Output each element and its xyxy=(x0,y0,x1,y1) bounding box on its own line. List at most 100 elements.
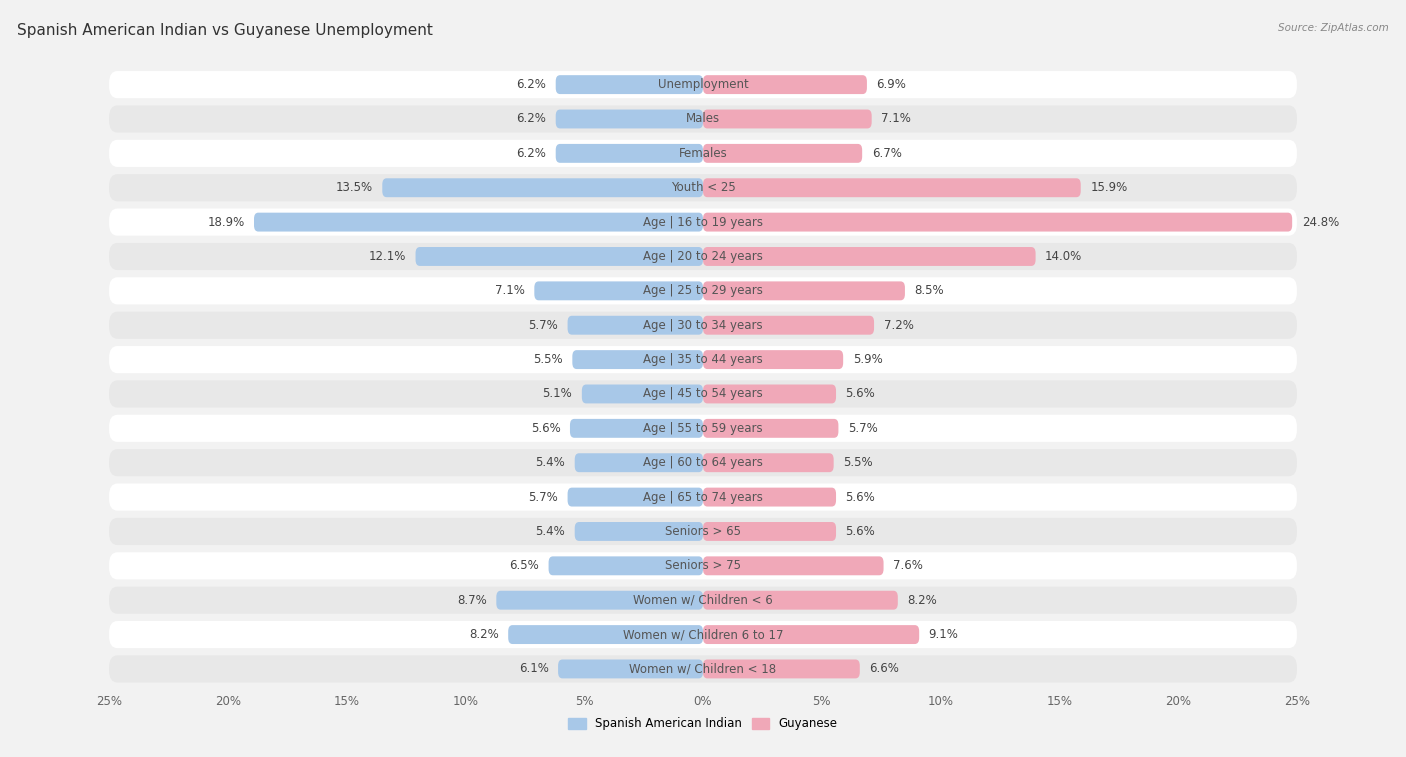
Text: 20%: 20% xyxy=(1166,695,1191,708)
FancyBboxPatch shape xyxy=(703,590,898,609)
Text: 5%: 5% xyxy=(813,695,831,708)
FancyBboxPatch shape xyxy=(703,75,868,94)
Text: Age | 55 to 59 years: Age | 55 to 59 years xyxy=(643,422,763,435)
Text: 5.4%: 5.4% xyxy=(536,456,565,469)
Text: 5.1%: 5.1% xyxy=(543,388,572,400)
FancyBboxPatch shape xyxy=(703,488,837,506)
FancyBboxPatch shape xyxy=(703,556,883,575)
FancyBboxPatch shape xyxy=(110,656,1296,683)
Text: Seniors > 75: Seniors > 75 xyxy=(665,559,741,572)
Legend: Spanish American Indian, Guyanese: Spanish American Indian, Guyanese xyxy=(564,712,842,735)
FancyBboxPatch shape xyxy=(110,140,1296,167)
FancyBboxPatch shape xyxy=(555,75,703,94)
Text: 6.5%: 6.5% xyxy=(509,559,538,572)
FancyBboxPatch shape xyxy=(416,247,703,266)
Text: Youth < 25: Youth < 25 xyxy=(671,181,735,195)
FancyBboxPatch shape xyxy=(555,144,703,163)
FancyBboxPatch shape xyxy=(703,179,1081,197)
FancyBboxPatch shape xyxy=(382,179,703,197)
Text: 5.7%: 5.7% xyxy=(529,319,558,332)
Text: Seniors > 65: Seniors > 65 xyxy=(665,525,741,538)
Text: 20%: 20% xyxy=(215,695,240,708)
Text: Women w/ Children < 18: Women w/ Children < 18 xyxy=(630,662,776,675)
FancyBboxPatch shape xyxy=(110,449,1296,476)
Text: Age | 45 to 54 years: Age | 45 to 54 years xyxy=(643,388,763,400)
Text: 5.6%: 5.6% xyxy=(845,491,876,503)
Text: 8.2%: 8.2% xyxy=(907,593,936,606)
Text: 7.1%: 7.1% xyxy=(882,113,911,126)
FancyBboxPatch shape xyxy=(703,110,872,129)
FancyBboxPatch shape xyxy=(496,590,703,609)
FancyBboxPatch shape xyxy=(110,346,1296,373)
Text: 12.1%: 12.1% xyxy=(368,250,406,263)
FancyBboxPatch shape xyxy=(703,453,834,472)
Text: 6.2%: 6.2% xyxy=(516,147,546,160)
FancyBboxPatch shape xyxy=(558,659,703,678)
Text: Age | 30 to 34 years: Age | 30 to 34 years xyxy=(643,319,763,332)
Text: 25%: 25% xyxy=(1284,695,1310,708)
Text: 24.8%: 24.8% xyxy=(1302,216,1339,229)
FancyBboxPatch shape xyxy=(110,71,1296,98)
Text: 5.9%: 5.9% xyxy=(852,353,883,366)
Text: 5.7%: 5.7% xyxy=(848,422,877,435)
Text: 8.5%: 8.5% xyxy=(914,285,943,298)
FancyBboxPatch shape xyxy=(110,312,1296,339)
FancyBboxPatch shape xyxy=(110,208,1296,235)
Text: 14.0%: 14.0% xyxy=(1045,250,1083,263)
Text: 5.7%: 5.7% xyxy=(529,491,558,503)
Text: 10%: 10% xyxy=(928,695,953,708)
Text: 5.5%: 5.5% xyxy=(533,353,562,366)
Text: 6.6%: 6.6% xyxy=(869,662,900,675)
Text: 5%: 5% xyxy=(575,695,593,708)
Text: Age | 25 to 29 years: Age | 25 to 29 years xyxy=(643,285,763,298)
FancyBboxPatch shape xyxy=(548,556,703,575)
Text: 13.5%: 13.5% xyxy=(336,181,373,195)
FancyBboxPatch shape xyxy=(110,415,1296,442)
FancyBboxPatch shape xyxy=(703,247,1036,266)
FancyBboxPatch shape xyxy=(110,380,1296,407)
FancyBboxPatch shape xyxy=(569,419,703,438)
FancyBboxPatch shape xyxy=(703,144,862,163)
Text: 15.9%: 15.9% xyxy=(1090,181,1128,195)
FancyBboxPatch shape xyxy=(508,625,703,644)
FancyBboxPatch shape xyxy=(110,518,1296,545)
FancyBboxPatch shape xyxy=(568,316,703,335)
Text: Women w/ Children 6 to 17: Women w/ Children 6 to 17 xyxy=(623,628,783,641)
Text: 6.9%: 6.9% xyxy=(876,78,907,91)
Text: 8.7%: 8.7% xyxy=(457,593,486,606)
Text: Unemployment: Unemployment xyxy=(658,78,748,91)
Text: 6.2%: 6.2% xyxy=(516,78,546,91)
FancyBboxPatch shape xyxy=(110,277,1296,304)
FancyBboxPatch shape xyxy=(534,282,703,301)
Text: Source: ZipAtlas.com: Source: ZipAtlas.com xyxy=(1278,23,1389,33)
FancyBboxPatch shape xyxy=(703,419,838,438)
Text: 6.2%: 6.2% xyxy=(516,113,546,126)
FancyBboxPatch shape xyxy=(110,553,1296,579)
Text: 9.1%: 9.1% xyxy=(929,628,959,641)
FancyBboxPatch shape xyxy=(110,587,1296,614)
Text: 7.1%: 7.1% xyxy=(495,285,524,298)
FancyBboxPatch shape xyxy=(582,385,703,403)
FancyBboxPatch shape xyxy=(555,110,703,129)
FancyBboxPatch shape xyxy=(703,282,905,301)
Text: Spanish American Indian vs Guyanese Unemployment: Spanish American Indian vs Guyanese Unem… xyxy=(17,23,433,38)
Text: Females: Females xyxy=(679,147,727,160)
FancyBboxPatch shape xyxy=(703,522,837,541)
Text: 5.5%: 5.5% xyxy=(844,456,873,469)
Text: Age | 20 to 24 years: Age | 20 to 24 years xyxy=(643,250,763,263)
Text: 6.1%: 6.1% xyxy=(519,662,548,675)
Text: 15%: 15% xyxy=(333,695,360,708)
FancyBboxPatch shape xyxy=(703,659,860,678)
FancyBboxPatch shape xyxy=(703,213,1292,232)
FancyBboxPatch shape xyxy=(110,484,1296,511)
Text: 18.9%: 18.9% xyxy=(207,216,245,229)
FancyBboxPatch shape xyxy=(110,105,1296,132)
FancyBboxPatch shape xyxy=(703,385,837,403)
Text: 10%: 10% xyxy=(453,695,478,708)
FancyBboxPatch shape xyxy=(703,350,844,369)
FancyBboxPatch shape xyxy=(568,488,703,506)
FancyBboxPatch shape xyxy=(572,350,703,369)
Text: 15%: 15% xyxy=(1046,695,1073,708)
Text: 8.2%: 8.2% xyxy=(470,628,499,641)
Text: 5.6%: 5.6% xyxy=(845,525,876,538)
